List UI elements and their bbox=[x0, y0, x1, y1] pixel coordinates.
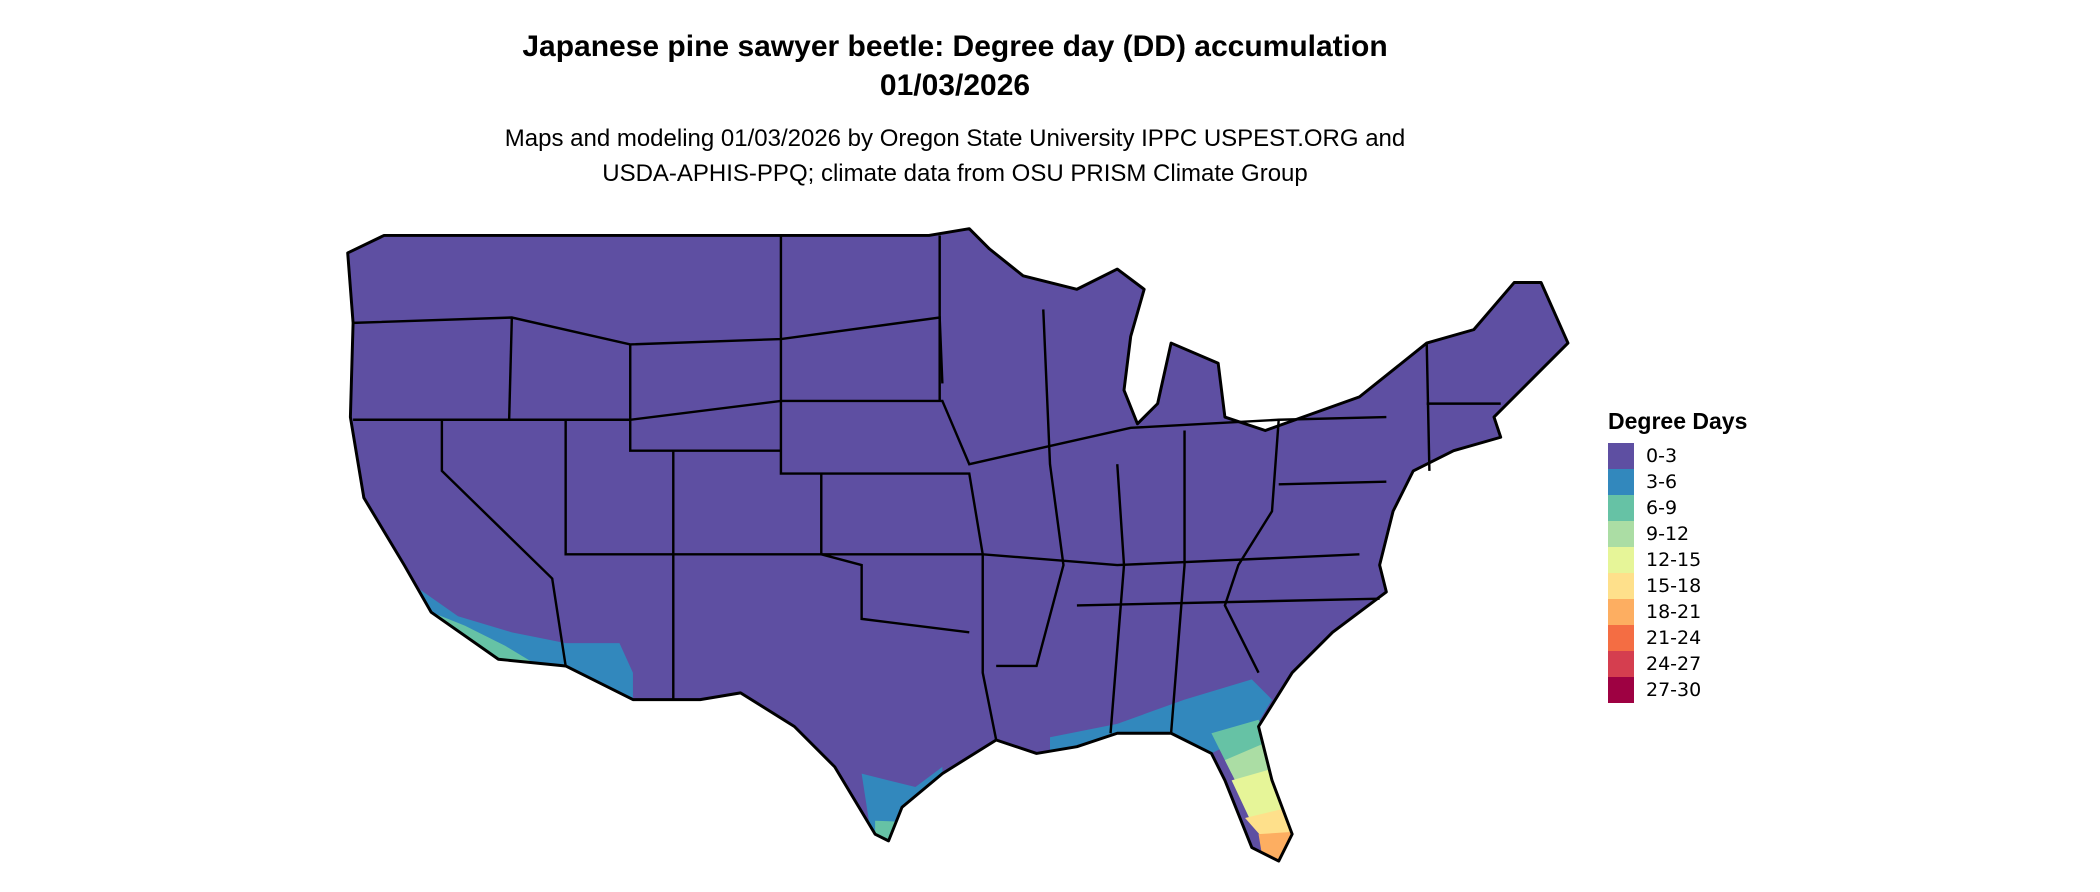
legend-label: 0-3 bbox=[1646, 445, 1678, 467]
legend-swatch bbox=[1608, 651, 1634, 677]
legend-item: 27-30 bbox=[1608, 677, 1747, 703]
legend-swatch bbox=[1608, 495, 1634, 521]
legend-label: 18-21 bbox=[1646, 601, 1702, 623]
legend-item: 9-12 bbox=[1608, 521, 1747, 547]
legend-swatch bbox=[1608, 469, 1634, 495]
legend-swatch bbox=[1608, 625, 1634, 651]
legend: Degree Days 0-3 3-6 6-9 9-12 12-15 15-18 18-21… bbox=[1608, 408, 1747, 703]
legend-item: 0-3 bbox=[1608, 443, 1747, 469]
legend-item: 3-6 bbox=[1608, 469, 1747, 495]
legend-label: 12-15 bbox=[1646, 549, 1702, 571]
legend-item: 24-27 bbox=[1608, 651, 1747, 677]
legend-item: 15-18 bbox=[1608, 573, 1747, 599]
map-subtitle-line2: USDA-APHIS-PPQ; climate data from OSU PR… bbox=[602, 160, 1308, 187]
legend-label: 6-9 bbox=[1646, 497, 1678, 519]
legend-swatch bbox=[1608, 547, 1634, 573]
legend-label: 21-24 bbox=[1646, 627, 1702, 649]
region-6-9-socal-coast bbox=[431, 612, 539, 673]
map-title-date: 01/03/2026 bbox=[879, 69, 1031, 102]
us-outline bbox=[346, 227, 1570, 863]
map-title: Japanese pine sawyer beetle: Degree day … bbox=[522, 30, 1388, 63]
map-subtitle-line1: Maps and modeling 01/03/2026 by Oregon S… bbox=[504, 125, 1406, 152]
legend-label: 9-12 bbox=[1646, 523, 1690, 545]
legend-item: 6-9 bbox=[1608, 495, 1747, 521]
state-borders bbox=[353, 235, 1501, 741]
legend-swatch bbox=[1608, 521, 1634, 547]
legend-label: 15-18 bbox=[1646, 575, 1702, 597]
legend-swatch bbox=[1608, 677, 1634, 703]
legend-item: 12-15 bbox=[1608, 547, 1747, 573]
legend-title: Degree Days bbox=[1608, 408, 1748, 434]
legend-item: 21-24 bbox=[1608, 625, 1747, 651]
legend-swatch bbox=[1608, 443, 1634, 469]
legend-label: 3-6 bbox=[1646, 471, 1678, 493]
legend-label: 24-27 bbox=[1646, 653, 1702, 675]
legend-swatch bbox=[1608, 599, 1634, 625]
legend-item: 18-21 bbox=[1608, 599, 1747, 625]
region-6-9-texas bbox=[875, 820, 943, 862]
legend-label: 27-30 bbox=[1646, 679, 1702, 701]
legend-swatch bbox=[1608, 573, 1634, 599]
